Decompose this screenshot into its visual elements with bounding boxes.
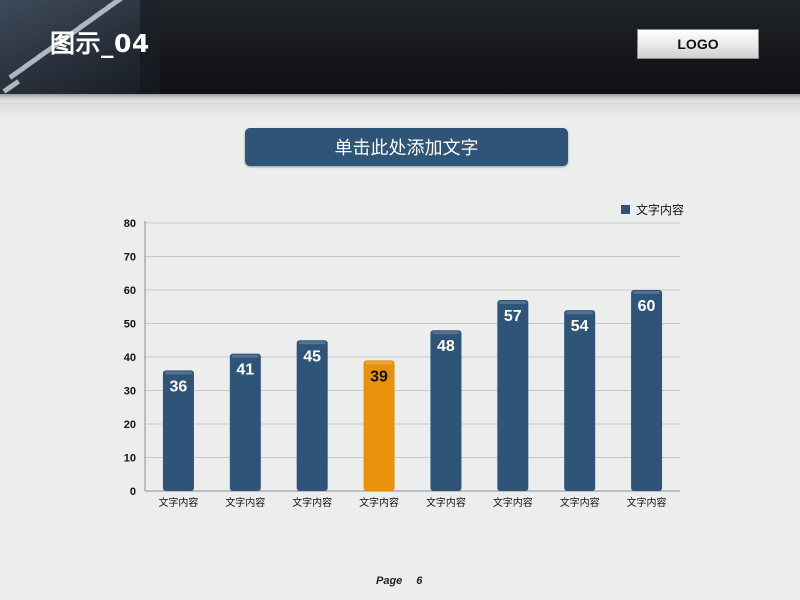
bar-highlight [566,311,594,315]
bar-highlight [633,291,661,294]
bar [564,310,596,491]
y-tick-label: 20 [124,419,136,431]
x-tick-label: 文字内容 [627,496,667,509]
bar-highlight [231,354,259,358]
data-label: 54 [571,318,589,335]
x-tick-label: 文字内容 [560,496,600,509]
y-tick-label: 40 [124,352,136,364]
y-tick-label: 70 [124,252,136,264]
bar-highlight [298,341,326,345]
x-tick-label: 文字内容 [292,496,332,509]
bar-highlight [164,371,192,375]
x-tick-label: 文字内容 [225,496,265,509]
bar [631,290,663,491]
header-banner: 图示_04 LOGO [0,0,800,96]
page-number: 6 [416,575,423,587]
bar-highlight [365,361,393,365]
chart-legend: 文字内容 [621,201,684,218]
y-tick-label: 80 [124,218,136,230]
legend-label: 文字内容 [636,203,685,217]
bar [229,353,261,491]
y-tick-label: 50 [124,319,136,331]
subtitle-button[interactable]: 单击此处添加文字 [245,128,568,166]
page-footer: Page 6 [376,575,436,587]
bar-highlight [499,301,527,305]
x-tick-label: 文字内容 [493,496,533,509]
y-tick-label: 30 [124,386,136,398]
header-divider [0,94,800,102]
bar [430,330,462,491]
logo: LOGO [637,29,759,59]
bar [363,360,395,491]
zipper-graphic [0,0,160,96]
y-tick-label: 0 [130,486,136,498]
data-label: 41 [236,362,254,379]
y-tick-label: 10 [124,453,136,465]
header-shadow [0,102,800,118]
page-label: Page [376,575,403,587]
data-label: 45 [303,348,321,365]
bar [296,340,328,491]
data-label: 48 [437,338,455,355]
x-tick-label: 文字内容 [426,496,466,509]
bar-highlight [432,331,460,335]
data-label: 39 [370,368,388,385]
bar [497,300,529,491]
x-tick-label: 文字内容 [158,496,198,509]
slide-title: 图示_04 [50,29,150,58]
x-tick-label: 文字内容 [359,496,399,509]
data-label: 36 [170,378,188,395]
y-tick-label: 60 [124,285,136,297]
bar [162,370,194,491]
data-label: 60 [638,298,656,315]
legend-swatch [621,205,630,214]
data-label: 57 [504,308,522,325]
